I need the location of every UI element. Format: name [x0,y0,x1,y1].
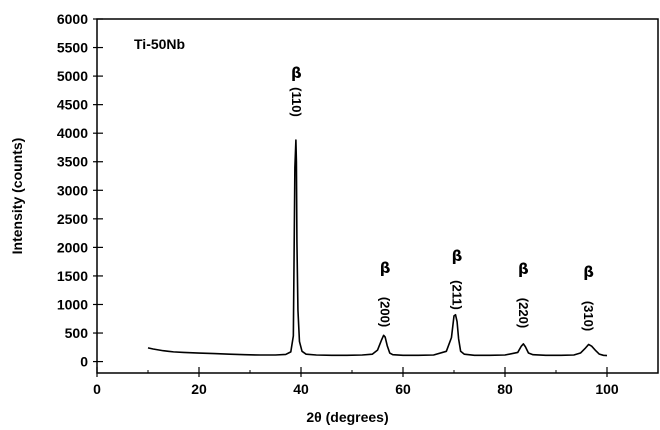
y-tick-label: 1000 [57,296,88,312]
x-axis-title: 2θ (degrees) [306,409,388,425]
sample-label: Ti-50Nb [134,36,185,52]
peak-hkl-label: (211) [450,280,465,310]
y-tick-label: 6000 [57,11,88,27]
peak-phase-label: β [452,247,463,265]
x-tick-label: 20 [191,381,207,397]
y-tick-label: 2500 [57,211,88,227]
peak-phase-label: β [291,64,302,82]
y-axis-title: Intensity (counts) [9,138,25,255]
y-tick-label: 500 [65,325,89,341]
y-tick-label: 5000 [57,68,88,84]
plot-border [96,18,659,374]
peak-annotations: β (110) β (200) β (211) β (220) β (310) [289,64,596,331]
peak-hkl-label: (310) [581,301,596,331]
y-tick-label: 3500 [57,154,88,170]
x-tick-label: 0 [93,381,101,397]
peak-hkl-label: (220) [516,298,531,328]
y-tick-label: 4500 [57,97,88,113]
peak-phase-label: β [583,263,594,281]
y-tick-label: 1500 [57,268,88,284]
peak-hkl-label: (200) [378,297,393,327]
y-axis-ticks: 0 500 1000 1500 2000 2500 3000 3500 4000 4500 5000… [57,11,103,370]
y-tick-label: 0 [80,354,88,370]
peak-phase-label: β [380,259,391,277]
y-tick-label: 4000 [57,125,88,141]
x-tick-label: 80 [497,381,513,397]
x-tick-label: 40 [293,381,309,397]
peak-hkl-label: (110) [289,87,304,117]
x-axis-ticks: 0 20 40 60 80 100 [93,367,619,397]
series-line-1 [147,139,608,357]
y-tick-label: 3000 [57,182,88,198]
y-tick-label: 5500 [57,40,88,56]
plot-frame [96,18,659,374]
peak-phase-label: β [518,260,529,278]
series-layer [147,139,608,357]
y-tick-label: 2000 [57,239,88,255]
x-tick-label: 60 [395,381,411,397]
x-tick-label: 100 [595,381,619,397]
